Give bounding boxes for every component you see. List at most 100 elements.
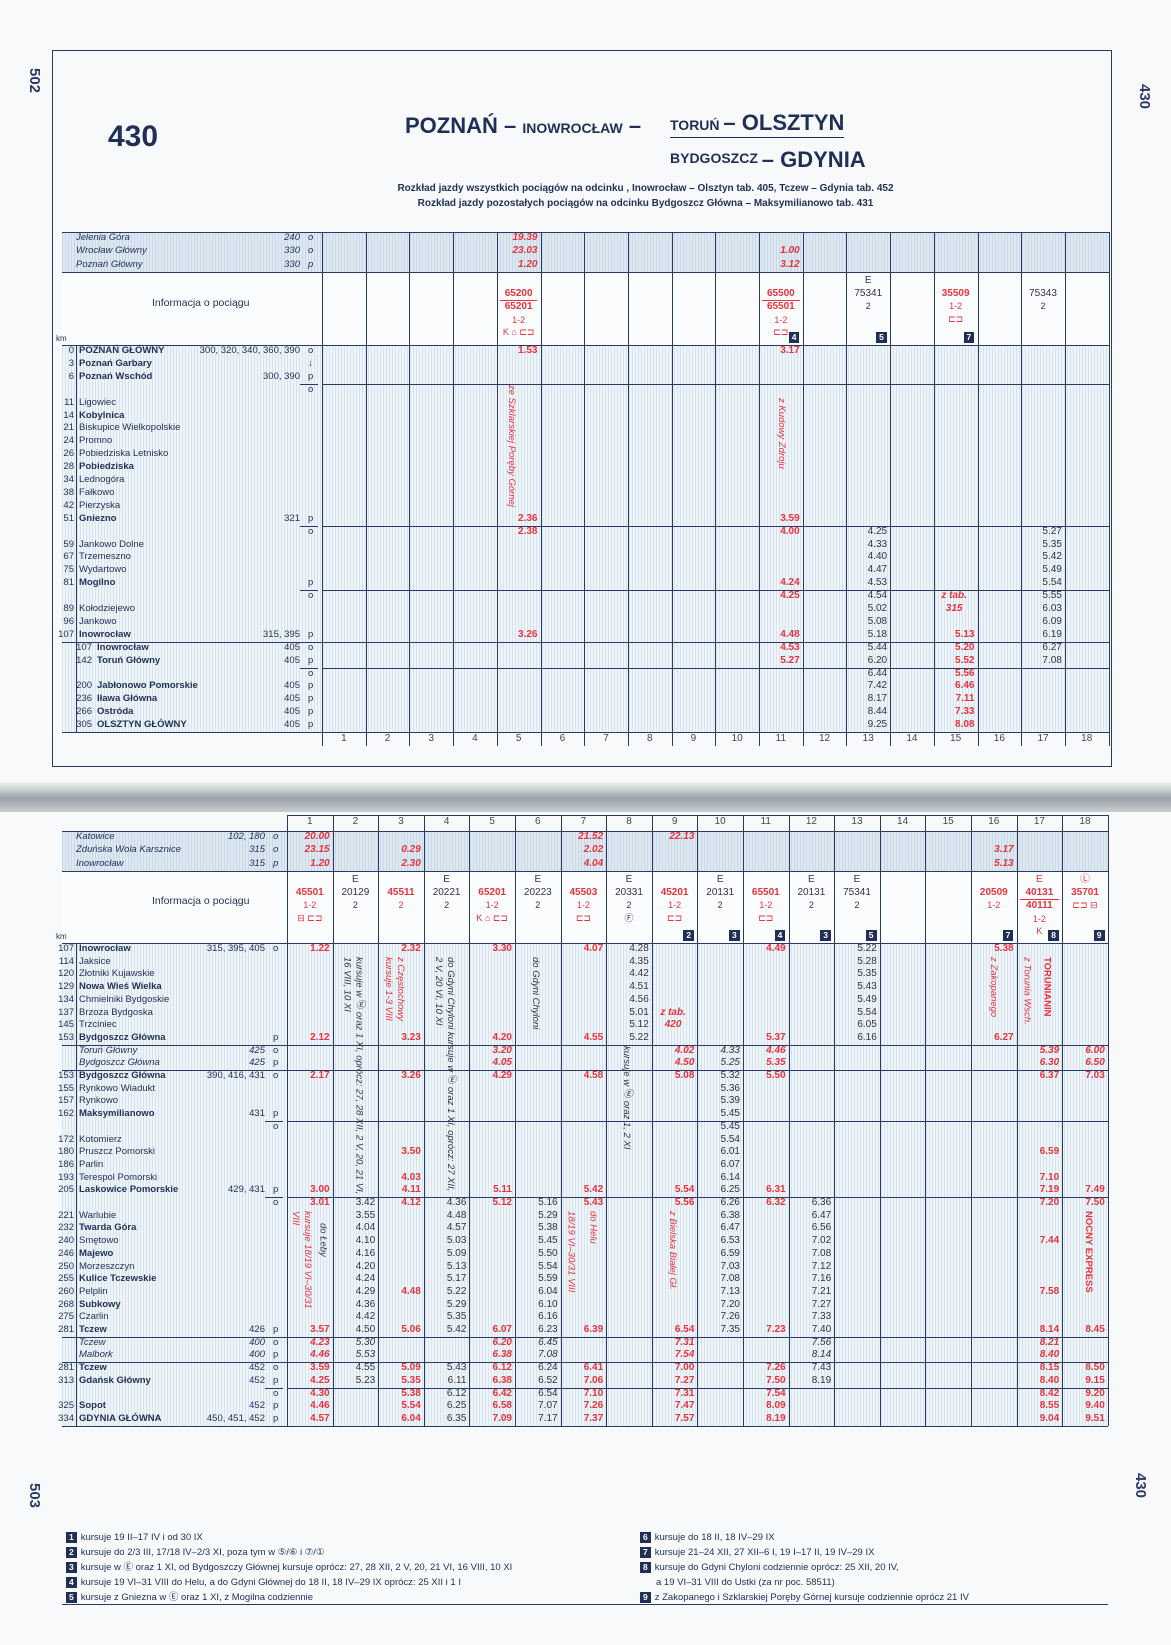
time-cell: 6.42 [492,1387,512,1399]
km-value: 81 [63,577,74,589]
time-cell: 7.31 [674,1387,695,1399]
footnote-badge: 8 [1048,930,1059,941]
column-rule [453,232,455,746]
time-cell: 7.26 [766,1362,786,1374]
connection-tabs: 321 [284,512,300,524]
km-value: 75 [63,564,74,576]
km-value: 221 [58,1209,74,1221]
time-cell: 6.47 [811,1209,832,1221]
footnote-badge: 5 [66,1592,77,1603]
time-cell: 3.59 [780,512,800,524]
column-number: 14 [897,816,909,827]
group-rule [287,1197,1108,1198]
time-cell: 3.50 [401,1146,421,1158]
connection-tabs: 330 [284,258,300,270]
group-rule [300,667,318,669]
time-cell: 4.07 [583,943,604,954]
time-cell: 7.13 [720,1285,740,1297]
km-value: 236 [76,693,92,705]
footnote-badge: 9 [1093,930,1105,941]
time-cell: 5.32 [720,1070,740,1081]
time-cell: 1.20 [518,258,538,270]
footnote-badge: 4 [788,332,800,343]
station-name: Kobylnica [79,409,125,421]
footnote-badge: 7 [640,1547,651,1558]
station-name: Kulice Tczewskie [79,1273,157,1285]
train-category: E [443,874,450,885]
column-rule [1021,232,1023,746]
vertical-note: z Częstochowy kursuje 1-3 VIII [383,956,407,1021]
connection-tabs: 405 [284,641,300,653]
column-rule [496,232,498,746]
km-value: 240 [58,1235,74,1247]
footnote-badge: 8 [640,1562,651,1573]
column-rule [1016,815,1018,1426]
spacer [497,275,541,288]
time-cell: 5.09 [401,1362,421,1374]
km-value: 28 [63,461,74,473]
km-value: 38 [63,486,74,498]
time-cell: 6.39 [583,1324,604,1335]
connection-tabs: 405 [284,654,300,666]
arr-dep-mark: p [308,719,314,731]
group-rule [300,383,318,385]
title-torun: TORUŃ [670,117,720,133]
km-value: 107 [58,943,74,954]
train-info: 45503 1-2 ⊏⊐ [561,874,607,924]
column-rule [322,232,323,746]
footnote: 7 kursuje 21–24 XII, 27 XII–6 I, 19 I–17 … [640,1545,874,1560]
arr-dep-mark: p [308,654,314,666]
time-cell: 5.27 [1042,525,1062,537]
footnote-badge: 3 [820,930,831,941]
time-cell: 23.03 [512,245,538,257]
vertical-note: NOCNY EXPRESS [1083,1210,1095,1293]
time-cell: 3.12 [780,258,800,270]
footnote: 5 kursuje z Gniezna w Ⓔ oraz 1 XI, z Mogi… [66,1590,313,1605]
spacer [287,874,333,887]
group-rule [287,1387,1108,1389]
time-cell: 420 [664,1019,682,1031]
train-class: 2 [854,900,860,910]
footnote-badge: 3 [729,930,740,941]
connection-station: Poznań Główny [76,258,143,270]
arr-dep-mark: p [273,1031,279,1043]
time-cell: 7.08 [720,1273,740,1285]
time-cell: 6.20 [492,1336,512,1348]
time-cell: 4.00 [780,525,800,537]
time-cell: 5.28 [857,955,877,967]
vertical-note: z Zakopanego [988,956,999,1017]
arr-dep-mark: o [308,245,314,257]
station-name: Kołodziejewo [79,603,135,614]
km-value: 107 [58,628,74,640]
column-number: 4 [472,733,478,744]
time-cell: 6.38 [492,1349,512,1361]
arr-dep-mark: p [308,693,314,705]
time-cell: 4.46 [310,1400,330,1412]
time-cell: 8.42 [1039,1387,1060,1399]
train-number: 75343 [1029,287,1057,299]
footnote-badge: 5 [876,332,887,343]
time-cell: 4.55 [583,1031,604,1043]
train-class: 2 [1040,301,1046,311]
time-cell: 8.19 [766,1412,786,1424]
time-cell: 1.00 [780,245,800,257]
time-cell: 5.18 [867,628,888,640]
connection-tabs: 330 [284,245,300,257]
footnote-badge: 4 [774,930,786,941]
connection-tabs: 390, 416, 431 [206,1070,265,1081]
column-rule [1107,815,1109,1426]
train-class: 1-2 [485,900,499,910]
time-cell: 5.59 [538,1273,558,1285]
column-number: 16 [988,816,1000,827]
rule [62,871,1108,872]
train-class: 1-2 [949,301,963,311]
connection-tabs: 450, 451, 452 [206,1412,265,1424]
station-name: Wydartowo [79,564,127,576]
time-cell: 4.11 [401,1184,421,1196]
time-cell: 6.16 [857,1031,877,1043]
connection-tabs: 240 [284,232,300,243]
time-cell: 9.04 [1039,1412,1060,1424]
time-cell: 6.52 [538,1374,558,1386]
time-cell: 3.01 [310,1197,330,1208]
station-name: Bydgoszcz Główna [79,1070,166,1081]
